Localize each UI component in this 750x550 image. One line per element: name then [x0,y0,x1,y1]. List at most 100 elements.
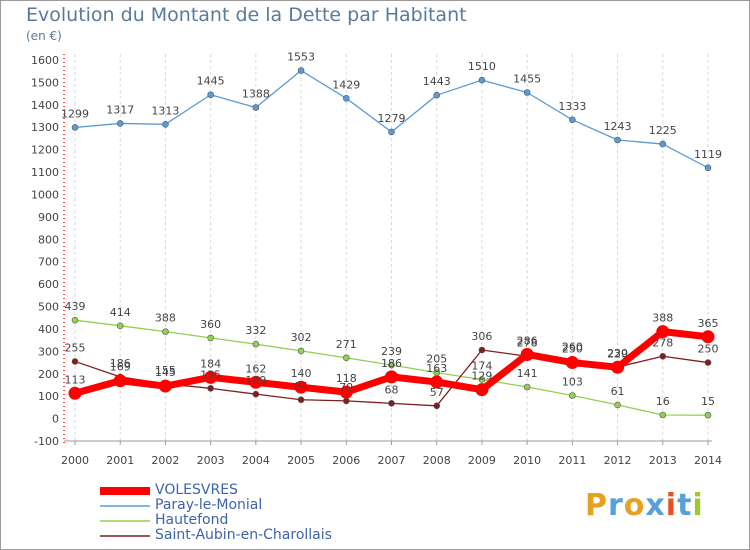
y-tick-label: 1500 [31,76,59,89]
data-label: 174 [471,360,492,373]
data-label: 1510 [468,60,496,73]
y-tick-label: 800 [38,233,59,246]
legend-label: Saint-Aubin-en-Charollais [155,527,332,543]
data-point [252,390,260,398]
data-point [204,370,218,384]
series-lines [68,67,715,419]
data-point [71,124,79,131]
data-point [385,370,398,384]
data-point [614,136,621,144]
data-label: 365 [698,317,719,330]
data-point [252,104,260,111]
data-label: 109 [245,374,266,387]
x-tick-label: 2011 [558,454,586,467]
data-label: 229 [607,347,628,360]
data-label: 135 [200,368,221,381]
y-tick-label: 400 [38,323,59,336]
data-label: 186 [381,357,402,370]
data-label: 118 [336,372,357,385]
data-point [433,91,441,99]
data-point [339,385,353,399]
data-point [614,401,621,409]
data-label: 255 [65,341,86,354]
data-label: 15 [701,395,715,408]
data-point [430,375,444,389]
data-point [478,376,486,383]
data-point [523,383,531,391]
data-label: 271 [336,338,357,351]
x-tick-label: 2014 [694,454,722,467]
data-point [475,383,489,397]
data-label: 332 [245,324,266,337]
x-tick-label: 2001 [106,454,134,467]
data-point [611,360,625,374]
data-label: 16 [656,395,670,408]
data-point [523,89,531,96]
y-tick-label: 700 [38,256,59,269]
data-point [701,330,715,344]
data-label: 260 [562,340,583,353]
y-tick-label: 300 [38,345,59,358]
data-point [659,352,667,360]
data-point [207,334,214,342]
data-label: 162 [245,362,266,375]
data-label: 306 [471,330,492,343]
data-label: 1443 [423,75,451,88]
data-label: 169 [110,361,131,374]
data-label: 103 [562,376,583,389]
data-point [116,120,124,127]
data-label: 155 [155,364,176,377]
grid-lines [74,54,709,441]
data-point [158,379,172,393]
y-tick-label: 500 [38,301,59,314]
data-point [207,91,214,99]
data-label: 186 [110,357,131,370]
legend-label: Hautefond [155,512,229,528]
legend [100,487,150,537]
data-label: 184 [200,357,221,370]
data-label: 1317 [106,103,134,116]
data-point [565,356,579,370]
y-tick-label: 200 [38,368,59,381]
data-point [659,140,667,148]
data-label: 61 [611,385,625,398]
y-tick-label: 1100 [31,166,59,179]
chart-subtitle: (en €) [26,29,62,43]
legend-label: Paray-le-Monial [155,497,263,513]
x-tick-label: 2002 [151,454,179,467]
data-label: 230 [607,347,628,360]
data-label: 1455 [513,72,541,85]
data-point [569,392,576,399]
x-tick-label: 2007 [378,454,406,467]
data-label: 388 [652,312,673,325]
axes: -100 0 100 200 300 400 500 600 700 800 900 1000 1100… [31,54,722,467]
data-point [342,95,350,102]
data-label: 1553 [287,51,315,64]
proxiti-logo: Proxiti [585,488,704,523]
data-point [478,76,486,84]
data-label: 84 [294,380,308,393]
y-tick-label: 1000 [31,188,59,201]
data-label: 79 [339,381,353,394]
data-label: 1429 [332,78,360,91]
data-label: 113 [65,373,86,386]
data-label: 439 [65,300,86,313]
x-tick-label: 2006 [332,454,360,467]
y-tick-label: 100 [38,390,59,403]
x-tick-label: 2000 [61,454,89,467]
data-label: 278 [652,336,673,349]
x-tick-label: 2010 [513,454,541,467]
data-label: 57 [430,386,444,399]
data-point [704,411,712,419]
data-point [252,340,260,348]
data-point [297,347,305,355]
y-tick-label: 0 [52,413,59,426]
y-tick-label: 900 [38,211,59,224]
data-point [569,116,576,124]
data-point [162,121,169,128]
data-label: 239 [381,345,402,358]
data-label: 163 [426,362,447,375]
data-label: 250 [562,343,583,356]
x-tick-label: 2003 [197,454,225,467]
